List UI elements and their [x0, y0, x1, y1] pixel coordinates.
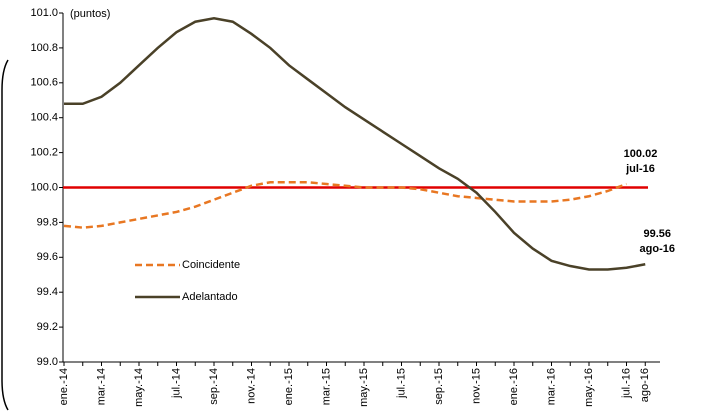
unit-label: (puntos) — [70, 8, 110, 20]
y-tick-label: 100.6 — [30, 77, 58, 89]
y-tick-label: 99.2 — [37, 321, 58, 333]
annotation-date: jul-16 — [625, 163, 655, 175]
x-tick-label: sep.-15 — [433, 368, 445, 405]
x-tick-label: nov.-15 — [470, 368, 482, 404]
x-tick-label: may.-15 — [358, 368, 370, 407]
y-tick-label: 100.2 — [30, 147, 58, 159]
x-tick-label: mar.-14 — [95, 368, 107, 405]
legend-label: Adelantado — [182, 291, 238, 303]
y-tick-label: 99.8 — [37, 216, 58, 228]
x-tick-label: mar.-16 — [545, 368, 557, 405]
decoration — [1, 59, 9, 411]
x-tick-label: may.-14 — [133, 368, 145, 407]
y-tick-label: 99.0 — [37, 356, 58, 368]
x-tick-label: jul.-15 — [395, 368, 407, 399]
x-tick-label: may.-16 — [583, 368, 595, 407]
series-line — [63, 181, 627, 229]
x-tick-label: ene.-14 — [58, 368, 70, 405]
x-tick-label: mar.-15 — [320, 368, 332, 405]
series-line — [64, 16, 646, 271]
x-tick-label: ene.-16 — [508, 368, 520, 405]
y-tick-label: 99.6 — [37, 251, 58, 263]
y-tick-label: 100.0 — [30, 181, 58, 193]
x-tick-label: jul.-14 — [170, 368, 182, 399]
annotation-value: 100.02 — [624, 148, 658, 160]
annotation-date: ago-16 — [640, 243, 675, 255]
y-tick-label: 99.4 — [37, 286, 58, 298]
annotation-value: 99.56 — [643, 228, 671, 240]
x-tick-label: sep.-14 — [208, 368, 220, 405]
y-tick-label: 100.4 — [30, 112, 58, 124]
x-tick-label: ene.-15 — [283, 368, 295, 405]
y-tick-label: 100.8 — [30, 42, 58, 54]
legend-label: Coincidente — [182, 259, 240, 271]
x-tick-label: jul.-16 — [620, 368, 632, 399]
x-tick-label: ago-16 — [639, 368, 651, 402]
x-tick-label: nov.-14 — [245, 368, 257, 404]
y-tick-label: 101.0 — [30, 7, 58, 19]
